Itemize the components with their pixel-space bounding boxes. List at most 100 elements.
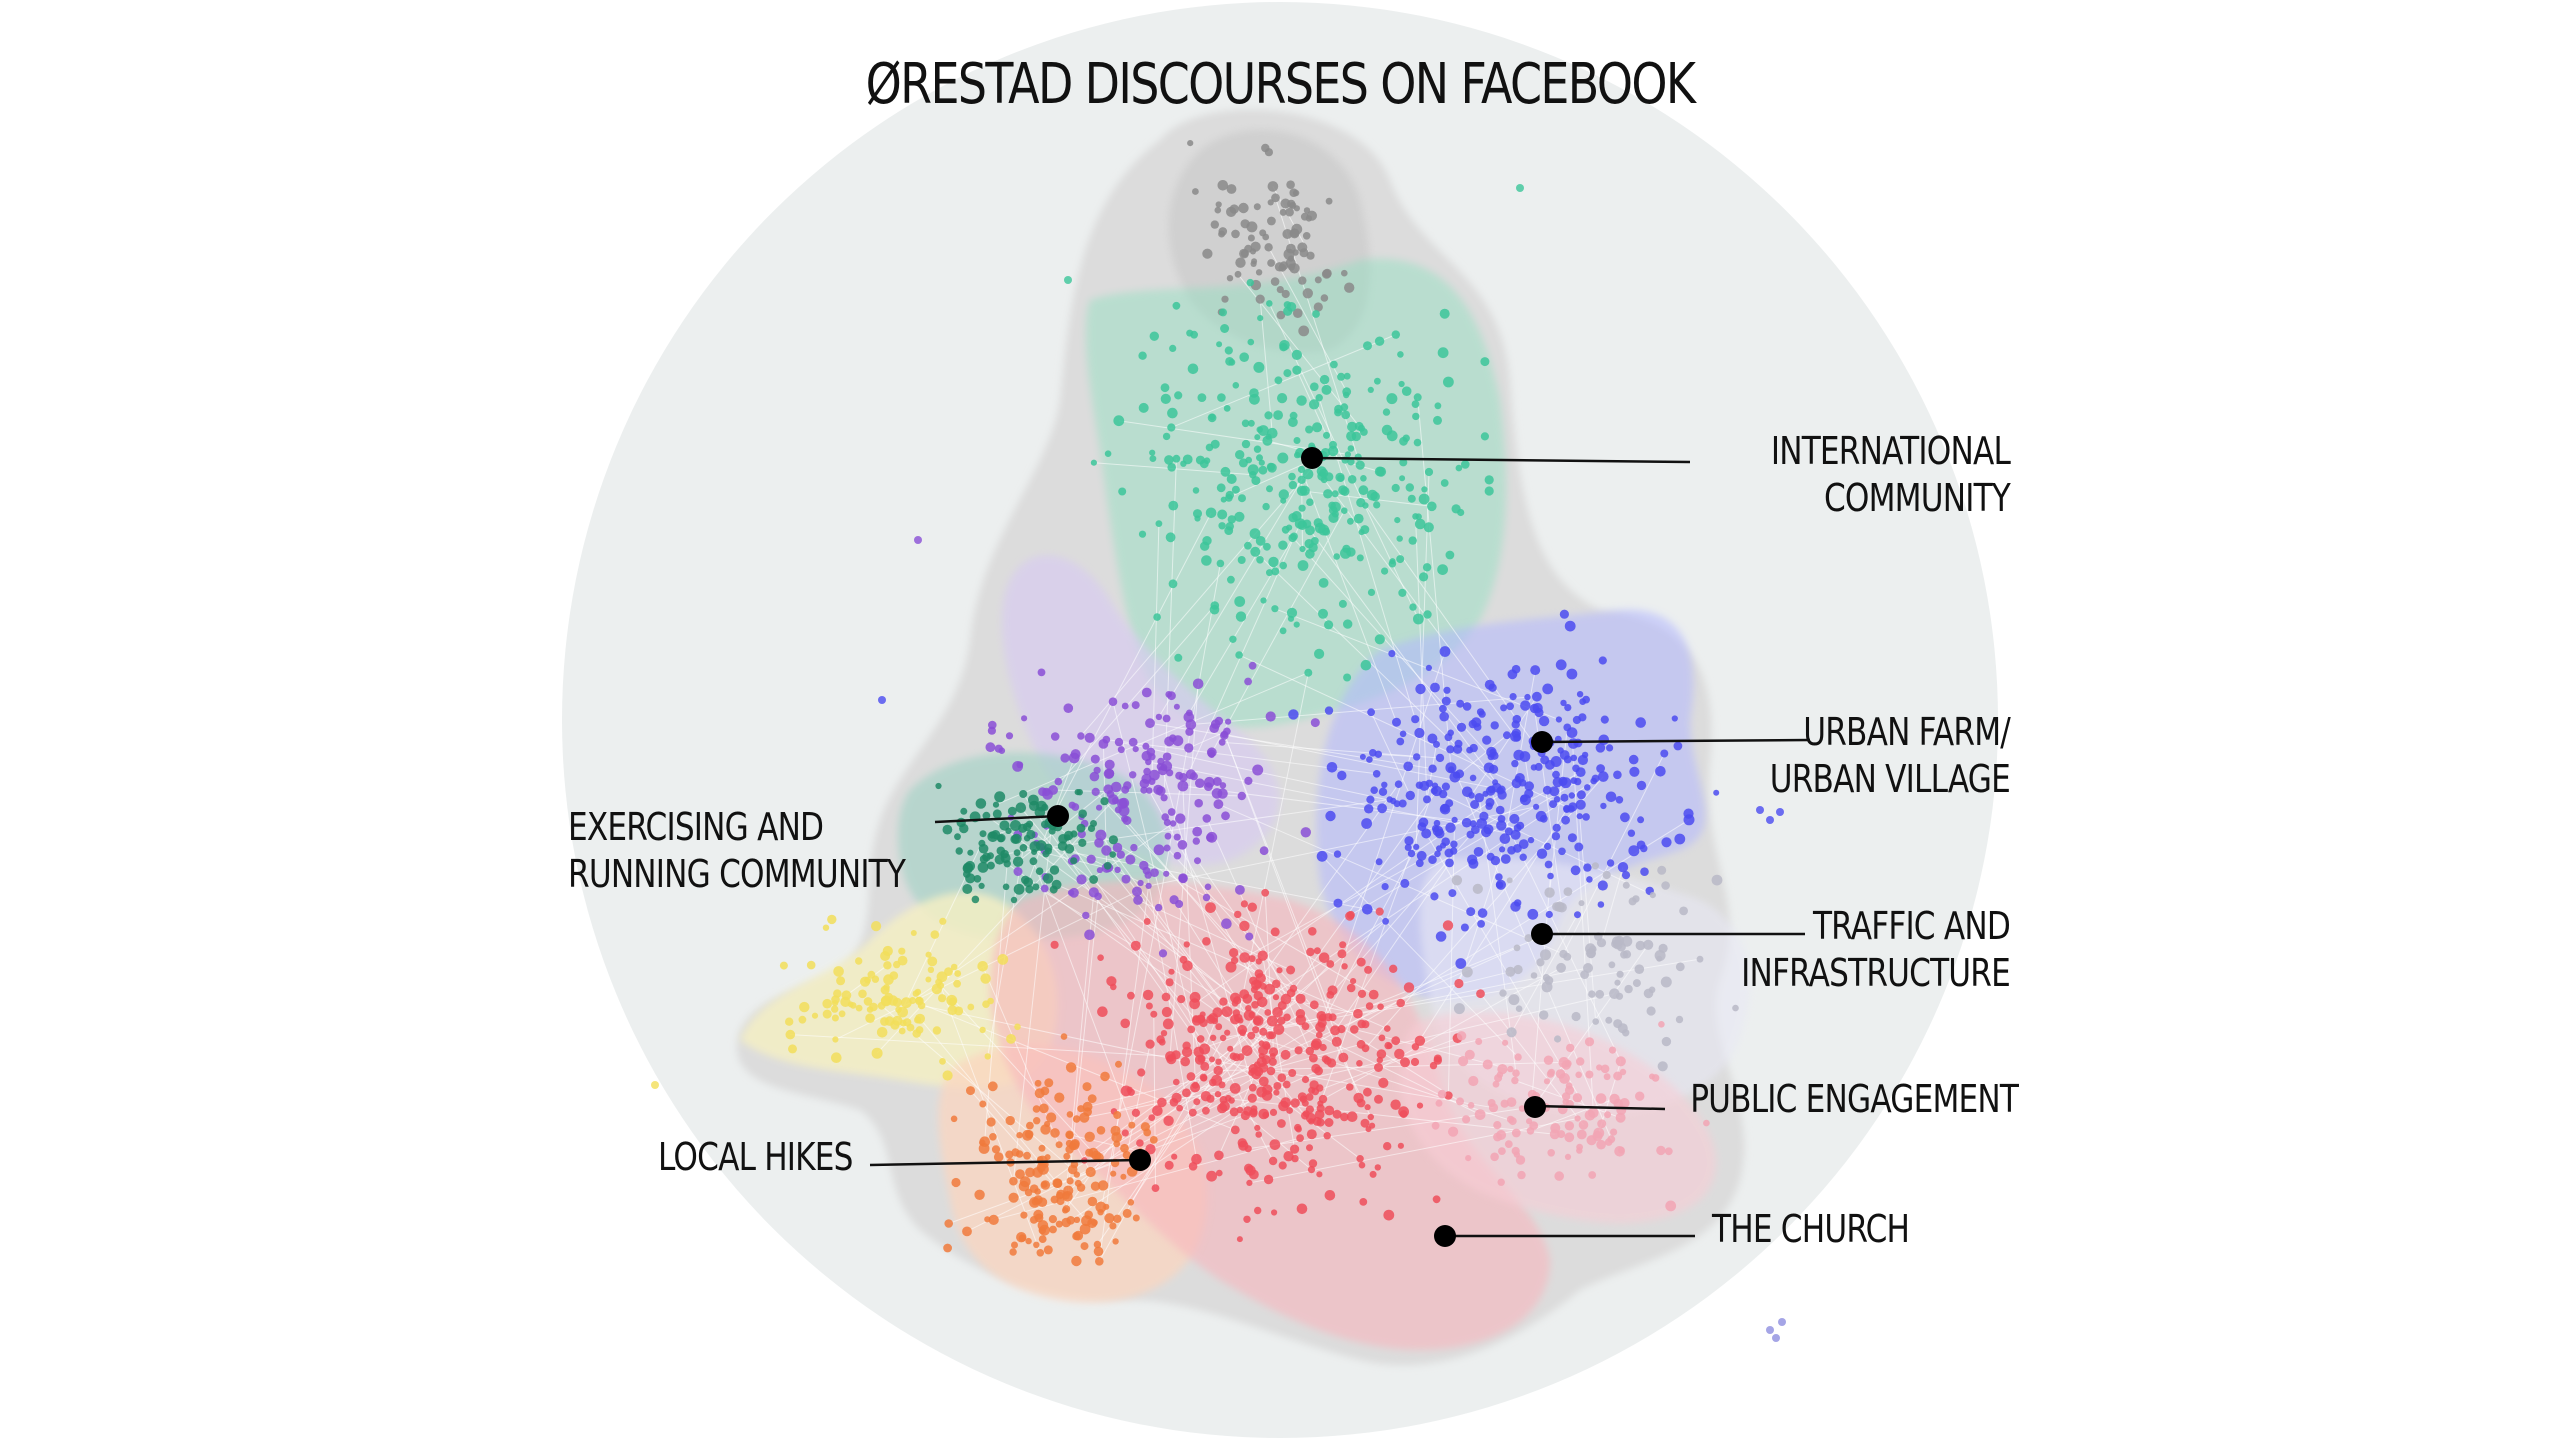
network-node [1451,875,1463,886]
network-node [1293,205,1300,212]
network-node [1413,753,1421,761]
network-node [1499,989,1507,997]
network-node [1038,1235,1047,1243]
network-node [987,852,994,860]
network-node [1143,918,1151,925]
network-node [1319,468,1329,478]
network-node [1422,563,1432,572]
network-node [1195,778,1205,788]
network-node [1194,515,1201,522]
network-node [1025,885,1034,894]
network-node [1172,301,1181,310]
network-node [1094,892,1102,901]
network-node [1427,733,1438,744]
network-node [871,1047,883,1059]
network-node [1321,1055,1330,1063]
network-node [1202,937,1211,946]
network-node [1302,468,1314,480]
network-node [1279,561,1287,570]
network-node [1109,1222,1117,1230]
network-node [1343,673,1352,682]
network-node [1374,1164,1382,1171]
network-edge [1529,944,1649,1112]
network-node [1240,1110,1250,1121]
network-node [1474,793,1485,803]
network-node [1090,820,1097,827]
network-node [1235,885,1245,895]
network-node [1314,1066,1323,1076]
network-node [1634,964,1645,974]
label-the-church: THE CHURCH [1712,1206,1958,1253]
network-edge [1052,605,1216,791]
network-node [979,1100,987,1108]
network-node [1221,811,1230,821]
network-node [1332,1109,1342,1119]
network-node [1177,840,1188,850]
network-node [1328,1013,1337,1022]
diagram-title: ØRESTAD DISCOURSES ON FACEBOOK [865,52,1696,117]
network-node [1270,927,1280,937]
network-node [1456,722,1467,732]
network-node [1444,848,1454,858]
network-node [978,843,989,854]
network-node [1480,357,1490,367]
network-node [1455,958,1467,969]
network-node [1032,1105,1041,1113]
network-node [1109,851,1116,858]
network-node [1286,965,1296,975]
network-node [1173,1078,1180,1086]
network-node-outlier [1776,808,1784,816]
network-node [1049,865,1060,875]
network-node [1439,308,1450,319]
network-node [1161,760,1173,772]
network-node [1297,560,1309,571]
network-node [1155,713,1163,721]
network-node [1219,782,1227,789]
network-node [1423,610,1432,619]
network-edge [1158,479,1303,718]
network-edge [1098,920,1386,1158]
network-node [1326,960,1335,968]
network-node [1334,404,1343,414]
network-node [1268,1057,1277,1066]
network-node [1033,1195,1043,1205]
network-node [1231,1000,1239,1007]
network-node [1299,545,1306,553]
network-node [1013,867,1023,876]
network-node [1113,1111,1122,1119]
network-node [1216,559,1225,568]
network-node [1251,1001,1259,1009]
network-node [1498,1147,1506,1155]
network-node [927,966,935,973]
network-node [1331,490,1339,498]
network-node [1319,374,1330,385]
network-node [1277,393,1288,404]
network-node [1308,1086,1316,1094]
network-node [1519,853,1527,861]
network-node [1366,795,1375,804]
network-node [1112,842,1123,853]
network-node [1306,251,1315,260]
network-node [989,1133,997,1141]
network-node [1192,678,1204,690]
network-node [1467,854,1478,865]
network-node [1308,927,1317,936]
network-node [1243,1009,1255,1021]
network-node [1347,458,1355,466]
network-edge [1370,711,1411,796]
network-node [1554,1171,1564,1181]
network-edge [1334,862,1450,1031]
network-node [1302,232,1311,240]
network-node [950,963,958,971]
network-node [1559,609,1569,619]
network-node [1425,664,1432,672]
network-node [1574,842,1584,852]
network-node [1234,910,1242,919]
network-node [1137,879,1144,887]
network-node [1564,1132,1575,1143]
network-node [1310,382,1319,392]
network-node [1114,866,1121,873]
network-node [1012,761,1023,772]
network-node [1162,752,1172,761]
network-node [1269,1108,1278,1116]
